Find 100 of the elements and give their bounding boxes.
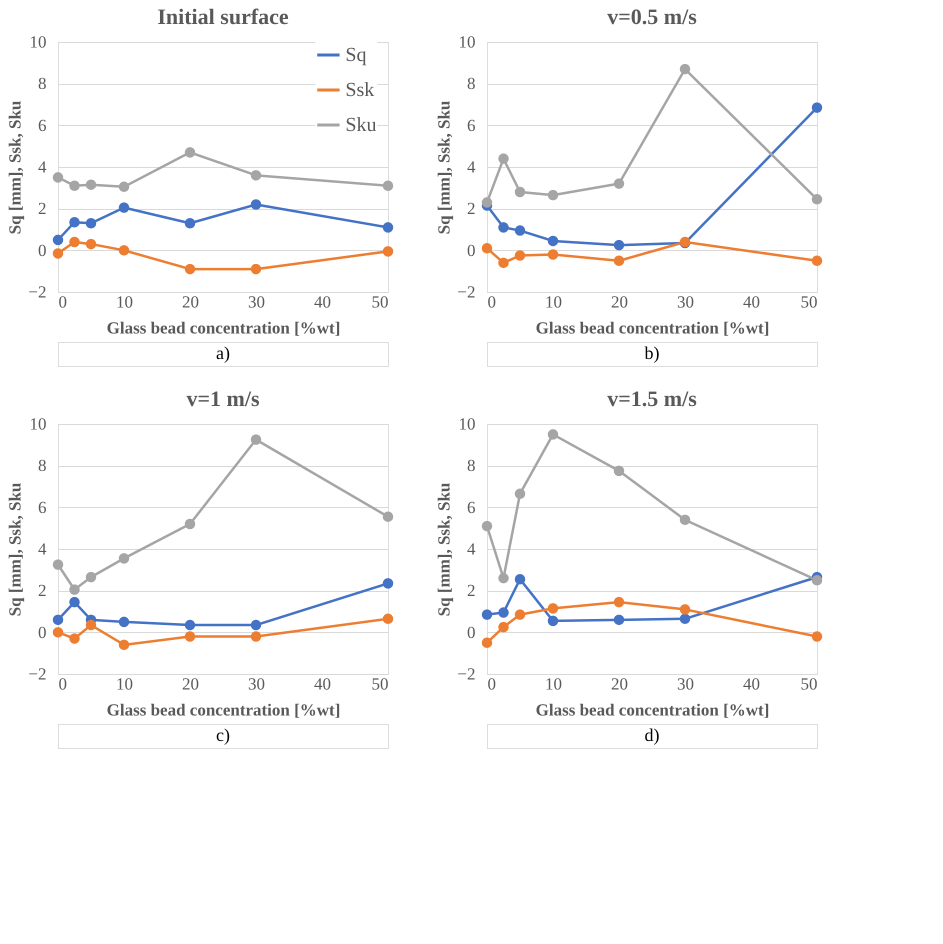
y-tick-label: 10 xyxy=(30,32,46,52)
y-tick-label: 6 xyxy=(38,498,46,517)
point xyxy=(382,180,394,191)
x-tick-label: 0 xyxy=(488,292,496,312)
point xyxy=(482,609,492,620)
point xyxy=(548,429,558,440)
text: d) xyxy=(644,725,660,745)
point xyxy=(382,578,394,589)
point xyxy=(250,620,262,630)
point xyxy=(498,222,509,233)
y-tick-label: 10 xyxy=(458,32,476,52)
x-tick-label: 20 xyxy=(182,674,199,694)
point xyxy=(614,256,624,266)
point xyxy=(86,179,96,190)
point xyxy=(118,245,130,256)
x-tick-label: 10 xyxy=(116,674,133,694)
y-axis-title: Sq [mm], Ssk, Sku xyxy=(434,100,454,234)
point xyxy=(382,246,394,257)
point xyxy=(52,627,64,638)
chart-title: v=1.5 m/s xyxy=(607,386,698,411)
y-axis-title: Sq [mm], Ssk, Sku xyxy=(5,482,24,616)
point xyxy=(69,236,80,248)
point xyxy=(184,518,196,530)
x-tick-label: 20 xyxy=(182,292,199,312)
y-tick-label: −2 xyxy=(28,664,46,684)
y-tick-label: −2 xyxy=(457,282,476,302)
x-tick-label: 10 xyxy=(545,292,562,312)
point xyxy=(52,614,64,626)
x-tick-label: 10 xyxy=(116,292,133,312)
point xyxy=(86,238,96,250)
y-tick-label: 6 xyxy=(38,116,46,135)
point xyxy=(548,616,558,626)
point xyxy=(680,64,690,74)
y-tick-label: 10 xyxy=(30,414,46,434)
y-tick-label: 10 xyxy=(458,414,476,434)
x-tick-label: 30 xyxy=(677,674,694,694)
y-tick-label: 6 xyxy=(467,116,476,135)
chart-title: v=1 m/s xyxy=(186,386,260,411)
point xyxy=(812,102,822,113)
point xyxy=(184,620,196,630)
point xyxy=(482,243,492,254)
point xyxy=(548,249,558,260)
x-axis-title: Glass bead concentration [%wt] xyxy=(106,700,340,720)
point xyxy=(118,553,130,564)
y-axis-title: Sq [mm], Ssk, Sku xyxy=(434,482,454,616)
y-tick-label: 0 xyxy=(38,240,46,260)
x-tick-label: 40 xyxy=(743,674,760,694)
y-tick-label: 2 xyxy=(467,581,476,600)
point xyxy=(69,180,80,191)
point xyxy=(184,264,196,274)
point xyxy=(614,466,624,476)
text: c) xyxy=(216,725,230,745)
y-tick-label: 4 xyxy=(38,158,47,176)
point xyxy=(250,170,262,181)
legend-label: Sku xyxy=(345,114,377,136)
x-tick-label: 50 xyxy=(372,674,388,694)
point xyxy=(250,264,262,274)
x-tick-label: 0 xyxy=(488,674,496,694)
point xyxy=(184,631,196,642)
point xyxy=(812,256,822,266)
x-tick-label: 20 xyxy=(611,292,628,312)
point xyxy=(69,584,80,595)
x-tick-label: 40 xyxy=(743,292,760,312)
point xyxy=(86,218,96,228)
y-tick-label: 4 xyxy=(467,158,476,176)
y-tick-label: 4 xyxy=(467,540,476,558)
point xyxy=(86,572,96,582)
point xyxy=(812,575,822,586)
point xyxy=(514,609,526,620)
point xyxy=(482,197,492,208)
y-tick-label: 2 xyxy=(38,199,46,218)
x-axis-title: Glass bead concentration [%wt] xyxy=(106,318,340,338)
y-tick-label: −2 xyxy=(28,282,46,302)
point xyxy=(482,520,492,532)
point xyxy=(52,234,64,246)
point xyxy=(498,622,509,632)
x-tick-label: 50 xyxy=(800,674,818,694)
point xyxy=(250,199,262,210)
point xyxy=(812,194,822,205)
point xyxy=(69,216,80,228)
y-tick-label: 4 xyxy=(38,540,47,558)
point xyxy=(184,218,196,228)
point xyxy=(382,222,394,233)
y-tick-label: 8 xyxy=(467,456,476,476)
point xyxy=(52,248,64,259)
x-tick-label: 30 xyxy=(248,674,265,694)
point xyxy=(614,596,624,608)
point xyxy=(680,514,690,526)
x-tick-label: 40 xyxy=(314,292,331,312)
legend-label: Sq xyxy=(345,44,367,66)
point xyxy=(514,574,526,584)
text: a) xyxy=(216,343,230,363)
point xyxy=(69,596,80,608)
y-tick-label: 0 xyxy=(467,240,476,260)
x-tick-label: 10 xyxy=(545,674,562,694)
point xyxy=(514,488,526,500)
x-tick-label: 0 xyxy=(58,292,67,312)
point xyxy=(118,202,130,213)
x-tick-label: 30 xyxy=(677,292,694,312)
y-tick-label: 8 xyxy=(38,74,46,94)
